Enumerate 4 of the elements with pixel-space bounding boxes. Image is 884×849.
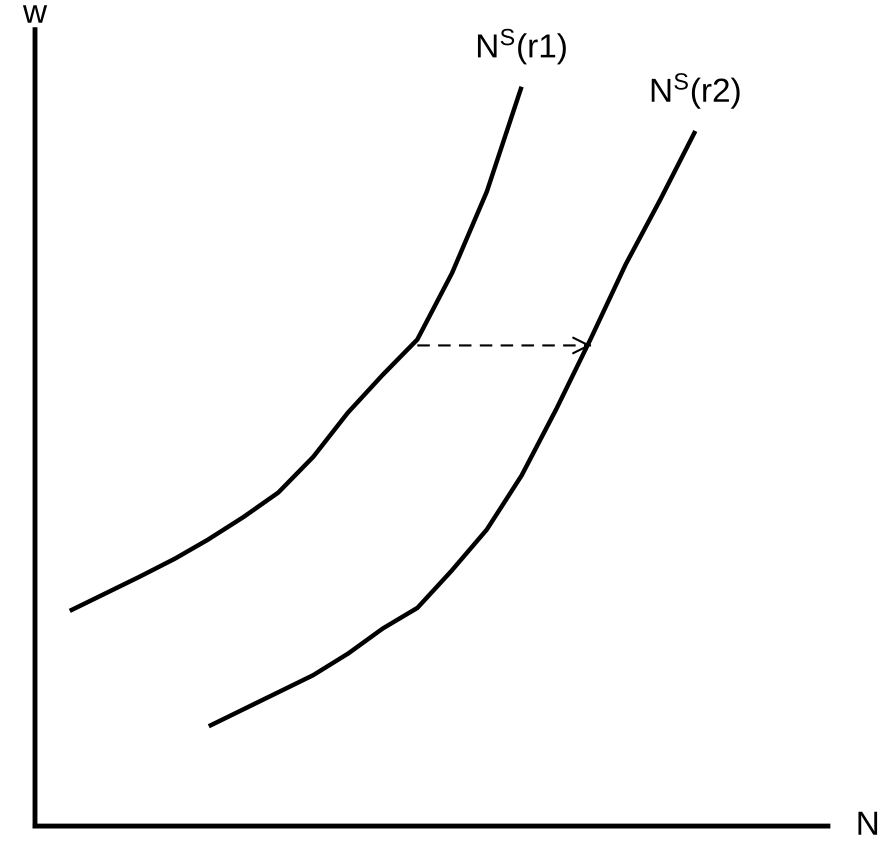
x-axis-title: N (858, 812, 878, 835)
series-label: N$^{S}$(r2) (652, 73, 740, 109)
series-label: N$^{S}$(r1) (478, 28, 566, 64)
y-axis-title: w (22, 5, 48, 23)
